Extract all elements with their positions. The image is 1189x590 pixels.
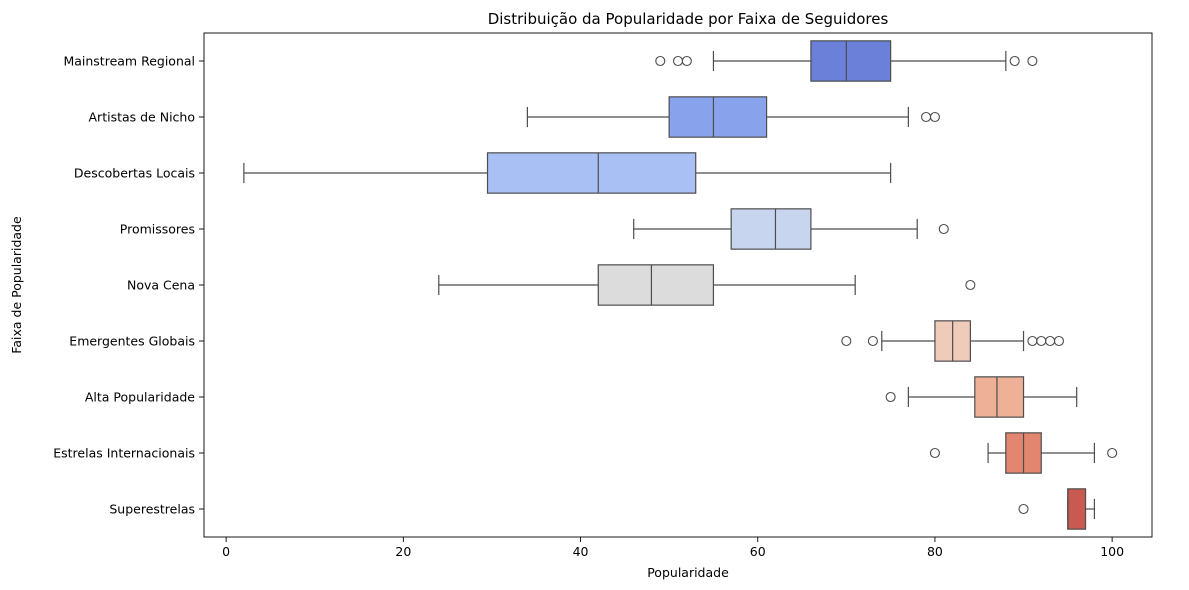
y-tick-label: Descobertas Locais xyxy=(74,166,195,181)
y-tick-label: Nova Cena xyxy=(127,278,195,293)
outlier-point xyxy=(885,391,896,403)
box-group xyxy=(885,376,1078,418)
chart-title: Distribuição da Popularidade por Faixa d… xyxy=(488,10,889,28)
y-tick-label: Alta Popularidade xyxy=(85,390,195,405)
box-group xyxy=(841,320,1065,362)
box-group xyxy=(929,432,1118,474)
box-group xyxy=(243,152,892,194)
x-tick-label: 20 xyxy=(395,544,411,559)
box xyxy=(974,376,1025,418)
outlier-point xyxy=(1053,335,1065,347)
outlier-point xyxy=(1036,335,1047,347)
box-group xyxy=(633,208,949,250)
x-axis-label: Popularidade xyxy=(647,565,729,580)
x-tick-label: 100 xyxy=(1100,544,1124,559)
box xyxy=(1067,488,1087,530)
box xyxy=(730,208,812,250)
y-tick-label: Artistas de Nicho xyxy=(89,110,196,125)
outlier-point xyxy=(1027,335,1038,347)
y-tick-label: Emergentes Globais xyxy=(69,334,195,349)
outlier-point xyxy=(929,447,940,459)
outlier-point xyxy=(841,335,852,347)
outlier-point xyxy=(655,55,666,67)
y-axis-label: Faixa de Popularidade xyxy=(9,216,24,354)
outlier-point xyxy=(867,335,878,347)
y-tick-label: Mainstream Regional xyxy=(63,54,195,69)
outlier-point xyxy=(921,111,932,123)
x-tick-label: 0 xyxy=(222,544,230,559)
box xyxy=(810,40,892,82)
x-tick-label: 80 xyxy=(927,544,943,559)
outlier-point xyxy=(672,55,684,67)
box xyxy=(668,96,768,138)
box xyxy=(486,152,697,194)
outlier-point xyxy=(1009,55,1020,67)
x-tick-label: 60 xyxy=(750,544,766,559)
outlier-point xyxy=(965,279,976,291)
box-group xyxy=(655,40,1038,82)
plot-area xyxy=(243,40,1118,530)
outlier-point xyxy=(681,55,692,67)
outlier-point xyxy=(1027,55,1038,67)
x-axis: 0 20 40 60 80 100 xyxy=(222,537,1124,559)
outlier-point xyxy=(1045,335,1056,347)
box-group xyxy=(438,264,976,306)
y-axis: Mainstream Regional Artistas de Nicho Desc… xyxy=(53,54,204,517)
outlier-point xyxy=(1018,503,1029,515)
outlier-point xyxy=(1107,447,1118,459)
y-tick-label: Estrelas Internacionais xyxy=(53,446,195,461)
box-group xyxy=(526,96,940,138)
x-tick-label: 40 xyxy=(573,544,589,559)
y-tick-label: Superestrelas xyxy=(109,502,195,517)
outlier-point xyxy=(929,111,940,123)
outlier-point xyxy=(938,223,949,235)
y-tick-label: Promissores xyxy=(120,222,195,237)
box xyxy=(597,264,715,306)
box-group xyxy=(1018,488,1096,530)
